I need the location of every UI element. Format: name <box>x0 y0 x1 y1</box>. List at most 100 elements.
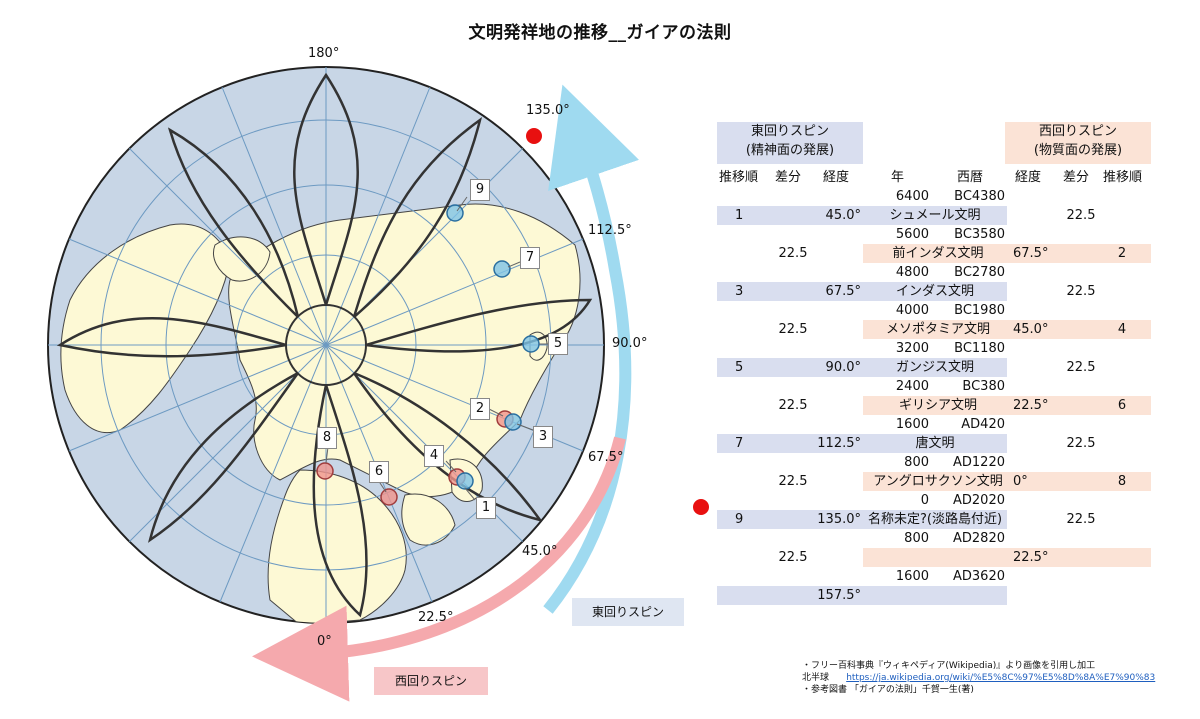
degree-45: 45.0° <box>522 544 558 559</box>
col-lon-east: 経度 <box>823 170 850 185</box>
era-cell: AD2820 <box>953 531 1005 546</box>
page-title: 文明発祥地の推移__ガイアの法則 <box>468 23 732 43</box>
degree-22-5: 22.5° <box>418 610 454 625</box>
credit-line2: 北半球 https://ja.wikipedia.org/wiki/%E5%8C… <box>802 672 1155 684</box>
red-dot-table <box>693 499 709 515</box>
table-column-headers: 推移順 差分 経度 年 西暦 経度 差分 推移順 <box>717 168 1151 187</box>
east-header-line1: 東回りスピン <box>750 124 829 139</box>
east-lon-cell: 45.0° <box>825 208 861 223</box>
civilisation-name-cell: インダス文明 <box>895 284 974 299</box>
east-spin-header: 東回りスピン (精神面の発展) <box>717 122 863 164</box>
east-diff-cell: 22.5 <box>778 246 808 261</box>
table-row-year: 3200 BC1180 <box>717 339 1151 358</box>
credit-line2-label: 北半球 <box>802 673 830 683</box>
degree-135: 135.0° <box>526 103 570 118</box>
col-year: 年 <box>891 170 905 185</box>
map-marker-9: 9 <box>470 179 490 201</box>
era-cell: AD420 <box>961 417 1005 432</box>
degree-0: 0° <box>317 634 332 649</box>
west-diff-cell: 22.5 <box>1066 436 1096 451</box>
west-spin-header: 西回りスピン (物質面の発展) <box>1005 122 1151 164</box>
east-diff-cell: 22.5 <box>778 398 808 413</box>
era-cell: BC1980 <box>954 303 1005 318</box>
era-cell: BC2780 <box>954 265 1005 280</box>
civilisation-name-cell: 唐文明 <box>915 436 955 451</box>
table-row-east: 157.5° <box>717 586 1151 605</box>
map-marker-5: 5 <box>548 333 568 355</box>
era-cell: AD2020 <box>953 493 1005 508</box>
col-lon-west: 経度 <box>1015 170 1042 185</box>
col-order-east: 推移順 <box>719 170 759 185</box>
civilisation-name-cell: アングロサクソン文明 <box>873 474 1003 489</box>
gore-outlines <box>56 72 593 618</box>
year-cell: 4800 <box>895 265 929 280</box>
table-row-west: 22.5 22.5° <box>717 548 1151 567</box>
year-cell: 5600 <box>895 227 929 242</box>
west-lon-cell: 22.5° <box>1013 550 1049 565</box>
east-row-background <box>717 586 1007 605</box>
table-row-year: 4800 BC2780 <box>717 263 1151 282</box>
east-diff-cell: 22.5 <box>778 474 808 489</box>
west-row-background <box>863 244 1151 263</box>
east-order-cell: 1 <box>735 208 744 223</box>
map-marker-3: 3 <box>533 426 553 448</box>
wikipedia-link[interactable]: https://ja.wikipedia.org/wiki/%E5%8C%97%… <box>846 673 1156 683</box>
era-cell: BC1180 <box>954 341 1005 356</box>
west-order-cell: 4 <box>1117 322 1127 337</box>
year-cell: 1600 <box>895 569 929 584</box>
year-cell: 0 <box>920 493 929 508</box>
year-cell: 3200 <box>895 341 929 356</box>
west-order-cell: 6 <box>1117 398 1127 413</box>
west-lon-cell: 0° <box>1013 474 1028 489</box>
table-row-year: 4000 BC1980 <box>717 301 1151 320</box>
east-row-background <box>717 434 1007 453</box>
era-cell: BC3580 <box>954 227 1005 242</box>
east-lon-cell: 90.0° <box>825 360 861 375</box>
credit-line1: ・フリー百科事典『ウィキペディア(Wikipedia)』より画像を引用し加工 <box>802 661 1096 671</box>
col-diff-east: 差分 <box>775 170 802 185</box>
table-row-west: 22.5 アングロサクソン文明 0° 8 <box>717 472 1151 491</box>
degree-90: 90.0° <box>612 336 648 351</box>
east-order-cell: 9 <box>735 512 744 527</box>
west-order-cell: 2 <box>1117 246 1127 261</box>
credits: ・フリー百科事典『ウィキペディア(Wikipedia)』より画像を引用し加工 北… <box>802 660 1155 696</box>
era-cell: BC380 <box>962 379 1005 394</box>
map-marker-2: 2 <box>470 398 490 420</box>
credit-line3: ・参考図書 「ガイアの法則」千賀一生(著) <box>802 685 974 695</box>
west-lon-cell: 45.0° <box>1013 322 1049 337</box>
east-diff-cell: 22.5 <box>778 322 808 337</box>
map-marker-7: 7 <box>520 247 540 269</box>
year-cell: 800 <box>904 531 929 546</box>
civilisation-name-cell: ガンジス文明 <box>895 360 974 375</box>
table-row-east: 1 45.0° シュメール文明 22.5 <box>717 206 1151 225</box>
east-spin-arrow <box>543 84 639 614</box>
year-cell: 6400 <box>895 189 929 204</box>
table-row-year: 1600 AD420 <box>717 415 1151 434</box>
civilisation-markers <box>316 204 540 506</box>
table-row-west: 22.5 メソポタミア文明 45.0° 4 <box>717 320 1151 339</box>
east-row-background <box>717 510 1007 529</box>
map-marker-4: 4 <box>424 445 444 467</box>
year-cell: 2400 <box>895 379 929 394</box>
table-row-year: 5600 BC3580 <box>717 225 1151 244</box>
west-diff-cell: 22.5 <box>1066 208 1096 223</box>
west-diff-cell: 22.5 <box>1066 360 1096 375</box>
east-lon-cell: 112.5° <box>817 436 861 451</box>
east-order-cell: 7 <box>735 436 744 451</box>
west-row-background <box>863 548 1151 567</box>
civilisation-name-cell: 名称未定?(淡路島付近) <box>867 512 1003 527</box>
civilisation-name-cell: シュメール文明 <box>889 208 981 223</box>
east-order-cell: 5 <box>735 360 744 375</box>
table-row-west: 22.5 ギリシア文明 22.5° 6 <box>717 396 1151 415</box>
west-row-background <box>863 472 1151 491</box>
table-row-east: 7 112.5° 唐文明 22.5 <box>717 434 1151 453</box>
table-row-year: 800 AD1220 <box>717 453 1151 472</box>
map-marker-6: 6 <box>369 461 389 483</box>
col-diff-west: 差分 <box>1063 170 1090 185</box>
table-row-year: 0 AD2020 <box>717 491 1151 510</box>
table-row-east: 5 90.0° ガンジス文明 22.5 <box>717 358 1151 377</box>
civilisation-name-cell: メソポタミア文明 <box>885 322 990 337</box>
era-cell: AD3620 <box>953 569 1005 584</box>
west-lon-cell: 22.5° <box>1013 398 1049 413</box>
era-cell: BC4380 <box>954 189 1005 204</box>
